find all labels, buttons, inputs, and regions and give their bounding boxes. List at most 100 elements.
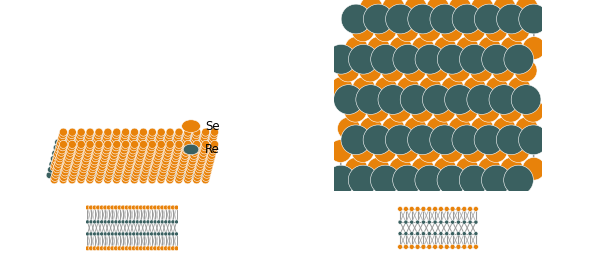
Circle shape [87, 170, 95, 178]
Circle shape [175, 140, 183, 148]
Circle shape [110, 246, 115, 251]
Circle shape [83, 139, 91, 147]
Circle shape [105, 158, 113, 166]
Circle shape [194, 168, 203, 176]
Circle shape [100, 157, 107, 165]
Circle shape [204, 165, 212, 173]
Circle shape [117, 159, 125, 167]
Circle shape [83, 154, 91, 162]
Circle shape [209, 146, 217, 154]
Circle shape [194, 158, 202, 166]
Circle shape [139, 128, 148, 136]
Circle shape [205, 162, 213, 170]
Circle shape [179, 157, 188, 165]
Circle shape [427, 0, 449, 19]
Circle shape [196, 150, 204, 158]
Circle shape [149, 232, 154, 236]
Circle shape [444, 206, 449, 211]
Circle shape [507, 140, 529, 162]
Circle shape [149, 205, 154, 210]
Circle shape [427, 244, 432, 249]
Circle shape [471, 117, 493, 140]
Circle shape [184, 156, 190, 162]
Circle shape [146, 136, 154, 144]
Circle shape [439, 232, 443, 236]
Circle shape [459, 165, 489, 195]
Circle shape [184, 176, 191, 184]
Circle shape [200, 136, 208, 144]
Circle shape [135, 145, 143, 153]
Circle shape [51, 173, 59, 182]
Circle shape [388, 99, 411, 122]
Circle shape [508, 77, 530, 100]
Circle shape [65, 139, 73, 147]
Circle shape [166, 143, 173, 151]
Circle shape [135, 246, 140, 251]
Circle shape [154, 151, 163, 160]
Circle shape [64, 159, 71, 167]
Circle shape [108, 147, 116, 155]
Circle shape [172, 142, 179, 150]
Circle shape [104, 128, 112, 136]
Circle shape [150, 156, 158, 164]
Circle shape [60, 173, 68, 182]
Circle shape [208, 139, 216, 147]
Circle shape [415, 206, 420, 211]
Circle shape [146, 246, 151, 251]
Circle shape [474, 125, 504, 155]
Circle shape [94, 134, 101, 142]
Circle shape [111, 146, 119, 154]
Circle shape [95, 128, 103, 136]
Circle shape [68, 140, 76, 148]
Circle shape [131, 246, 136, 251]
Circle shape [398, 206, 403, 211]
Circle shape [374, 19, 397, 42]
Circle shape [329, 140, 352, 162]
Circle shape [427, 206, 432, 211]
Circle shape [118, 154, 126, 162]
Circle shape [115, 165, 124, 173]
Circle shape [75, 148, 83, 156]
Circle shape [131, 161, 139, 169]
Circle shape [163, 205, 168, 210]
Circle shape [89, 150, 97, 158]
Circle shape [76, 134, 84, 142]
Circle shape [107, 220, 111, 224]
Circle shape [164, 136, 172, 144]
Circle shape [389, 37, 412, 59]
Circle shape [161, 147, 169, 155]
Circle shape [59, 128, 67, 136]
Circle shape [172, 166, 179, 173]
Circle shape [185, 156, 194, 164]
Circle shape [184, 128, 192, 136]
Circle shape [451, 220, 455, 224]
Circle shape [56, 139, 65, 147]
Circle shape [430, 4, 460, 34]
Circle shape [157, 205, 161, 210]
Circle shape [146, 205, 151, 210]
Circle shape [81, 159, 89, 167]
Circle shape [102, 148, 110, 156]
Circle shape [171, 145, 179, 153]
Circle shape [99, 159, 107, 167]
Circle shape [141, 150, 148, 157]
Circle shape [448, 59, 470, 82]
Circle shape [103, 220, 107, 224]
Circle shape [105, 170, 113, 178]
Circle shape [515, 0, 538, 19]
Circle shape [182, 161, 189, 167]
Circle shape [117, 246, 122, 251]
Circle shape [164, 161, 171, 167]
Circle shape [209, 134, 217, 142]
Circle shape [55, 159, 62, 167]
Circle shape [386, 4, 415, 34]
Circle shape [382, 0, 405, 19]
Circle shape [164, 232, 168, 236]
Circle shape [467, 85, 497, 114]
Circle shape [62, 165, 70, 173]
Circle shape [134, 150, 142, 158]
Circle shape [136, 142, 144, 150]
Circle shape [140, 173, 148, 182]
Circle shape [68, 156, 75, 162]
Circle shape [398, 232, 402, 236]
